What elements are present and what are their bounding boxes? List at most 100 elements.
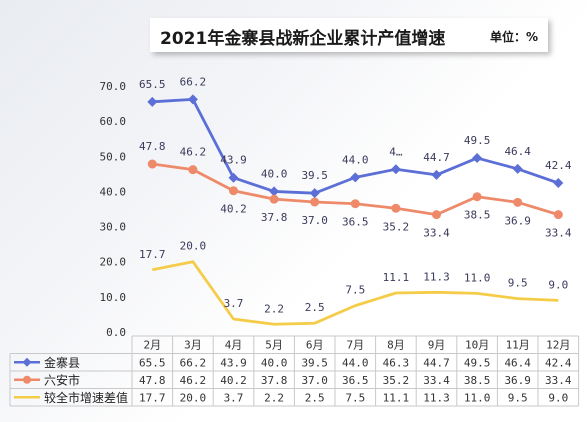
- table-cell-value: 46.3: [383, 356, 410, 369]
- data-label: 35.2: [383, 220, 410, 233]
- data-label: 20.0: [180, 240, 207, 253]
- data-label: 37.0: [301, 214, 328, 227]
- y-tick-label: 0.0: [106, 326, 126, 339]
- data-label: 11.3: [423, 270, 450, 283]
- y-tick-label: 50.0: [100, 150, 127, 163]
- table-cell-value: 44.0: [342, 356, 369, 369]
- table-cell-value: 35.2: [383, 374, 410, 387]
- data-point-marker: [147, 96, 158, 107]
- table-cell-value: 37.0: [301, 374, 328, 387]
- table-cell-value: 7.5: [345, 391, 365, 404]
- data-label: 47.8: [139, 140, 166, 153]
- data-point-marker: [472, 153, 483, 164]
- data-label: 46.2: [180, 146, 207, 159]
- legend-marker: [23, 375, 31, 384]
- data-label: 4…: [389, 145, 403, 158]
- table-cell-value: 36.9: [504, 374, 531, 387]
- legend-label: 六安市: [44, 372, 80, 387]
- data-point-marker: [309, 188, 320, 199]
- table-cell-value: 9.0: [548, 391, 568, 404]
- table-cell-value: 33.4: [423, 374, 450, 387]
- x-category-label: 12月: [546, 339, 570, 352]
- data-label: 17.7: [139, 248, 166, 261]
- data-label: 65.5: [139, 78, 166, 91]
- table-cell-value: 40.2: [220, 374, 247, 387]
- data-point-marker: [391, 203, 401, 213]
- table-cell-value: 20.0: [180, 391, 207, 404]
- data-label: 7.5: [345, 284, 365, 297]
- data-label: 33.4: [545, 227, 572, 240]
- y-tick-label: 60.0: [100, 115, 127, 128]
- table-cell-value: 39.5: [301, 356, 328, 369]
- table-cell-value: 43.9: [220, 356, 247, 369]
- x-category-label: 10月: [465, 339, 489, 352]
- data-label: 46.4: [504, 145, 531, 158]
- data-label: 36.9: [504, 214, 531, 227]
- x-category-label: 3月: [184, 339, 202, 352]
- data-point-marker: [390, 164, 401, 175]
- data-point-marker: [553, 177, 564, 188]
- data-point-marker: [269, 186, 280, 197]
- data-point-marker: [228, 172, 239, 183]
- data-point-marker: [513, 197, 523, 207]
- data-label: 2.2: [264, 302, 284, 315]
- data-label: 3.7: [224, 297, 244, 310]
- data-label: 44.7: [423, 151, 450, 164]
- table-cell-value: 37.8: [261, 374, 288, 387]
- y-tick-label: 30.0: [100, 221, 127, 234]
- table-cell-value: 3.7: [224, 391, 244, 404]
- x-category-label: 8月: [387, 339, 405, 352]
- table-cell-value: 49.5: [464, 356, 491, 369]
- table-cell-value: 65.5: [139, 356, 166, 369]
- data-label: 40.2: [220, 203, 247, 216]
- data-label: 37.8: [261, 211, 288, 224]
- data-point-marker: [431, 169, 442, 180]
- data-point-marker: [269, 194, 279, 204]
- data-point-marker: [147, 159, 157, 169]
- data-label: 11.0: [464, 271, 491, 284]
- data-point-marker: [187, 94, 198, 105]
- table-cell-value: 40.0: [261, 356, 288, 369]
- data-label: 11.1: [383, 271, 410, 284]
- data-point-marker: [472, 192, 482, 202]
- data-label: 43.9: [220, 154, 247, 167]
- y-tick-label: 10.0: [100, 291, 127, 304]
- table-cell-value: 2.5: [305, 391, 325, 404]
- unit-label: 单位：%: [489, 30, 538, 44]
- legend-label: 较全市增速差值: [44, 390, 128, 405]
- x-category-label: 2月: [143, 339, 161, 352]
- x-category-label: 11月: [506, 339, 530, 352]
- table-cell-value: 42.4: [545, 356, 572, 369]
- data-point-marker: [553, 210, 563, 220]
- data-point-marker: [188, 165, 198, 175]
- data-point-marker: [350, 199, 360, 209]
- table-cell-value: 36.5: [342, 374, 369, 387]
- data-point-marker: [350, 172, 361, 183]
- y-tick-label: 70.0: [100, 80, 127, 93]
- table-cell-value: 11.0: [464, 391, 491, 404]
- table-cell-value: 2.2: [264, 391, 284, 404]
- table-cell-value: 66.2: [180, 356, 207, 369]
- x-category-label: 6月: [306, 339, 324, 352]
- table-cell-value: 46.4: [504, 356, 531, 369]
- data-label: 44.0: [342, 153, 369, 166]
- y-tick-label: 20.0: [100, 256, 127, 269]
- table-cell-value: 33.4: [545, 374, 572, 387]
- table-cell-value: 11.1: [383, 391, 410, 404]
- data-label: 2.5: [305, 301, 325, 314]
- chart-title: 2021年金寨县战新企业累计产值增速: [160, 29, 446, 49]
- y-tick-label: 40.0: [100, 185, 127, 198]
- table-cell-value: 44.7: [423, 356, 450, 369]
- data-label: 33.4: [423, 227, 450, 240]
- x-category-label: 4月: [225, 339, 243, 352]
- data-label: 36.5: [342, 216, 369, 229]
- table-cell-value: 11.3: [423, 391, 450, 404]
- series-line: [152, 260, 559, 326]
- data-label: 39.5: [301, 169, 328, 182]
- x-category-label: 7月: [346, 339, 364, 352]
- data-label: 66.2: [180, 75, 207, 88]
- data-point-marker: [229, 186, 238, 196]
- data-point-marker: [432, 210, 441, 220]
